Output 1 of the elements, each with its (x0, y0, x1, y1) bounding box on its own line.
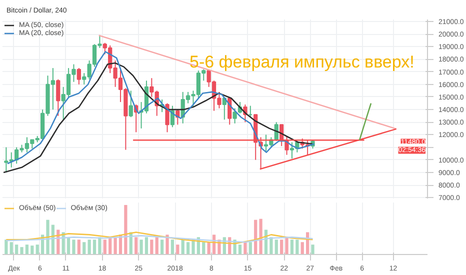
annotation: 5-6 февраля импульс вверх! (190, 52, 414, 72)
